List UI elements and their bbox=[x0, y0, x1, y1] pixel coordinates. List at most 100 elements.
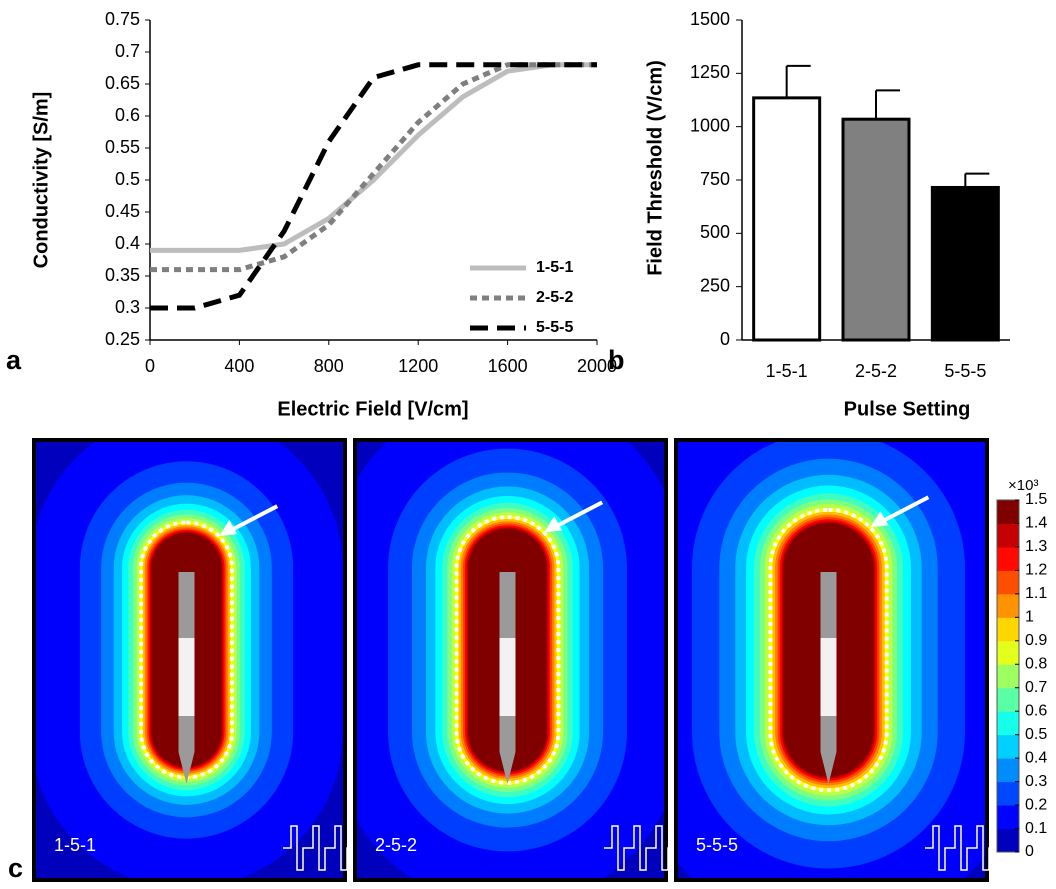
panel-frame bbox=[674, 438, 989, 882]
x-tick-label: 1600 bbox=[488, 356, 528, 376]
arrow-head bbox=[544, 516, 563, 533]
panel-frame bbox=[32, 438, 347, 882]
x-tick-label: 2-5-2 bbox=[855, 361, 897, 381]
pulse-icon bbox=[604, 825, 674, 871]
colorbar-band bbox=[997, 687, 1019, 712]
x-axis-title: Pulse Setting bbox=[844, 398, 971, 420]
arrow bbox=[877, 495, 930, 526]
x-tick-label: 5-5-5 bbox=[944, 361, 986, 381]
y-tick-label: 750 bbox=[700, 169, 730, 189]
colorbar-tick-label: 0.4 bbox=[1025, 749, 1047, 766]
y-tick-label: 0.3 bbox=[115, 297, 140, 317]
electrode-tip bbox=[499, 752, 516, 784]
pulse-icon bbox=[925, 825, 995, 871]
colorbar-band bbox=[997, 570, 1019, 595]
y-tick-label: 0.65 bbox=[105, 73, 140, 93]
colorbar-band bbox=[997, 500, 1019, 524]
colorbar-tick-label: 1.1 bbox=[1025, 585, 1047, 602]
panel-label: b bbox=[608, 345, 625, 375]
electrode-insulation bbox=[820, 638, 837, 716]
x-tick-label: 1200 bbox=[398, 356, 438, 376]
colorbar-tick-label: 1.5 bbox=[1025, 491, 1047, 508]
colorbar-band bbox=[997, 523, 1019, 548]
contour-panel bbox=[355, 440, 666, 880]
colorbar-tick-label: 0.1 bbox=[1025, 820, 1047, 837]
x-tick-label: 1-5-1 bbox=[766, 361, 808, 381]
colorbar-band bbox=[997, 546, 1019, 571]
y-axis-title: Conductivity [S/m] bbox=[30, 92, 52, 269]
legend-label: 2-5-2 bbox=[536, 289, 573, 306]
y-tick-label: 0 bbox=[720, 329, 730, 349]
colorbar-tick-label: 0.6 bbox=[1025, 702, 1047, 719]
colorbar-tick-label: 0.9 bbox=[1025, 632, 1047, 649]
panel-label: a bbox=[6, 345, 22, 375]
legend-label: 1-5-1 bbox=[536, 259, 573, 276]
y-tick-label: 500 bbox=[700, 222, 730, 242]
y-tick-label: 0.4 bbox=[115, 233, 140, 253]
y-tick-label: 1250 bbox=[690, 62, 730, 82]
colorbar-tick-label: 0.7 bbox=[1025, 679, 1047, 696]
x-tick-label: 2000 bbox=[577, 356, 617, 376]
y-tick-label: 0.75 bbox=[105, 9, 140, 29]
series-line bbox=[150, 62, 597, 253]
arrow-head bbox=[870, 511, 889, 528]
arrow-head bbox=[219, 520, 238, 537]
colorbar-label: ×10³ bbox=[1008, 477, 1038, 494]
colorbar-band bbox=[997, 711, 1019, 736]
x-tick-label: 800 bbox=[314, 356, 344, 376]
panel-frame bbox=[353, 438, 668, 882]
bar bbox=[752, 96, 822, 342]
colorbar-frame bbox=[996, 499, 1020, 853]
electrode-tip bbox=[820, 752, 837, 784]
colorbar-tick-label: 1.2 bbox=[1025, 562, 1047, 579]
colorbar-band bbox=[997, 781, 1019, 806]
x-tick-label: 0 bbox=[145, 356, 155, 376]
electrode-tip bbox=[178, 752, 195, 784]
colorbar-tick-label: 1.3 bbox=[1025, 538, 1047, 555]
colorbar-band bbox=[997, 734, 1019, 759]
bar bbox=[841, 117, 911, 342]
y-tick-label: 1500 bbox=[690, 9, 730, 29]
pulse-icon bbox=[283, 825, 353, 871]
y-tick-label: 0.25 bbox=[105, 329, 140, 349]
x-axis-title: Electric Field [V/cm] bbox=[277, 398, 468, 420]
colorbar-tick-label: 0 bbox=[1025, 843, 1034, 860]
y-tick-label: 0.35 bbox=[105, 265, 140, 285]
legend-label: 5-5-5 bbox=[536, 319, 573, 336]
colorbar-band bbox=[997, 758, 1019, 783]
y-tick-label: 1000 bbox=[690, 115, 730, 135]
electrode-insulation bbox=[499, 638, 516, 716]
contour-panel bbox=[676, 440, 987, 880]
colorbar-band bbox=[997, 593, 1019, 618]
x-tick-label: 400 bbox=[224, 356, 254, 376]
arrow bbox=[226, 504, 279, 534]
y-tick-label: 0.5 bbox=[115, 169, 140, 189]
colorbar-tick-label: 0.3 bbox=[1025, 773, 1047, 790]
electrode-insulation bbox=[178, 638, 195, 716]
colorbar-tick-label: 0.5 bbox=[1025, 726, 1047, 743]
colorbar-band bbox=[997, 805, 1019, 830]
y-tick-label: 0.7 bbox=[115, 41, 140, 61]
series-line bbox=[150, 62, 597, 311]
bar bbox=[930, 185, 1000, 342]
panel-caption: 2-5-2 bbox=[375, 835, 417, 855]
y-tick-label: 0.55 bbox=[105, 137, 140, 157]
series-line bbox=[150, 62, 597, 273]
colorbar-tick-label: 1.4 bbox=[1025, 515, 1047, 532]
panel-caption: 1-5-1 bbox=[54, 835, 96, 855]
colorbar-tick-label: 0.2 bbox=[1025, 796, 1047, 813]
panel-caption: 5-5-5 bbox=[696, 835, 738, 855]
y-tick-label: 250 bbox=[700, 275, 730, 295]
colorbar-tick-label: 1 bbox=[1025, 609, 1034, 626]
y-axis-title: Field Threshold (V/cm) bbox=[644, 60, 666, 276]
y-tick-label: 0.45 bbox=[105, 201, 140, 221]
colorbar-band bbox=[997, 664, 1019, 689]
threshold-outline bbox=[768, 507, 889, 793]
panel-label: c bbox=[8, 853, 23, 883]
colorbar-band bbox=[997, 617, 1019, 642]
arrow bbox=[551, 500, 604, 531]
colorbar-band bbox=[997, 828, 1019, 853]
colorbar-tick-label: 0.8 bbox=[1025, 655, 1047, 672]
colorbar-band bbox=[997, 640, 1019, 665]
